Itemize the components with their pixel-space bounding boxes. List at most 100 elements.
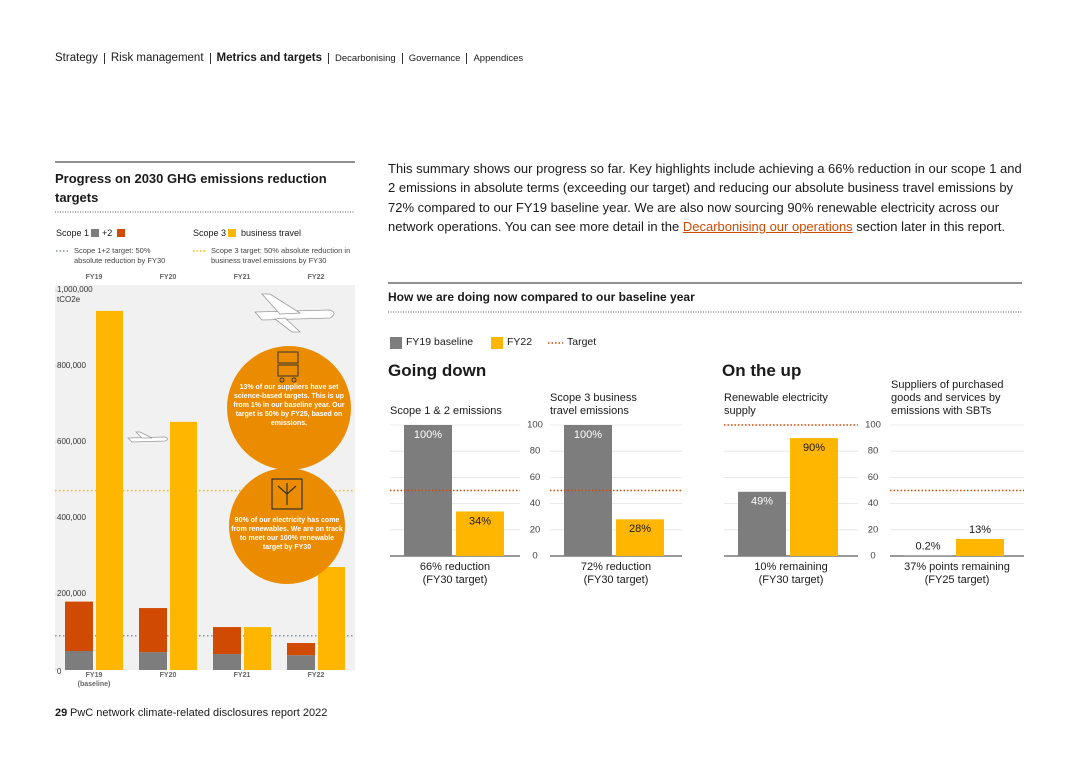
chart-caption: 37% points remaining [904, 561, 1010, 573]
y-tick-label: 600,000 [57, 437, 86, 446]
bar-segment [96, 310, 123, 670]
y-tick-label: 80 [530, 446, 541, 457]
nav-item: Appendices [466, 53, 529, 64]
x-tick-label: FY19 [86, 274, 103, 281]
section-title: How we are doing now compared to our bas… [388, 290, 695, 304]
bar-segment [287, 643, 315, 656]
chart-caption: (FY30 target) [583, 574, 649, 586]
x-tick-label: FY22 [308, 274, 325, 281]
y-tick-label: 0 [532, 551, 537, 562]
nav-item: Decarbonising [327, 53, 402, 64]
bar-segment [139, 608, 167, 653]
bar [790, 438, 838, 556]
chart-title: Scope 3 business travel emissions [550, 392, 637, 417]
annotation-bubble [229, 468, 345, 584]
breadcrumb-nav: Strategy Risk management Metrics and targe… [55, 52, 529, 64]
legend-target-label: Scope 1+2 target: 50% absolute reduction… [74, 246, 166, 265]
y-tick-label: 20 [530, 524, 541, 535]
legend-label: Scope 1 [56, 228, 90, 238]
group-title: Going down [388, 361, 487, 380]
bar [956, 538, 1004, 556]
x-tick-label: FY22 [307, 672, 325, 679]
nav-item: Governance [401, 53, 467, 64]
legend-target-label: Scope 3 target: 50% absolute reduction i… [211, 246, 351, 265]
legend-group-label: Scope 3 [193, 228, 227, 238]
bar [616, 519, 664, 556]
y-tick-label: 400,000 [57, 513, 86, 522]
x-tick-label: FY20 [160, 274, 177, 281]
nav-item: Strategy [55, 52, 98, 64]
value-label: 13% [969, 524, 991, 536]
section-link[interactable]: Decarbonising our operations [682, 218, 853, 234]
chart-title: Renewable electricity supply [724, 392, 828, 417]
value-label: 0.2% [915, 541, 940, 553]
legend-label: FY22 [507, 336, 533, 348]
bar-segment [318, 567, 345, 670]
icon [271, 478, 303, 510]
x-tick-label: FY21 [233, 672, 251, 679]
page-number: 29 [55, 707, 68, 719]
footer-text: PwC network climate-related disclosures … [70, 707, 328, 719]
bar-segment [65, 601, 93, 651]
bar-segment [170, 421, 197, 670]
legend-label: FY19 baseline [406, 336, 474, 348]
x-tick-label: FY20 [159, 672, 177, 679]
legend-label: Target [567, 336, 597, 348]
nav-item: Metrics and targets [209, 52, 328, 64]
y-tick-label: 40 [868, 498, 879, 509]
y-unit: tCO2e [57, 295, 81, 304]
plane-icon [127, 431, 168, 443]
y-tick-label: 100 [527, 420, 543, 431]
legend-swatch [228, 229, 236, 237]
icon [277, 483, 297, 505]
y-tick-label: 20 [868, 524, 879, 535]
chart-caption: 10% remaining [754, 561, 828, 573]
y-tick-label: 200,000 [57, 589, 86, 598]
y-tick-label: 100 [865, 420, 881, 431]
value-label: 49% [751, 496, 773, 508]
bar-segment [244, 627, 271, 670]
icon [291, 377, 297, 383]
bar-segment [287, 655, 315, 670]
summary-text: section later in this report. [852, 218, 1006, 234]
legend-label: business travel [241, 228, 302, 238]
y-tick-label: 40 [530, 498, 541, 509]
bar-segment [139, 652, 167, 670]
chart-caption: (FY25 target) [924, 574, 990, 586]
bar [456, 511, 504, 556]
plane-icon [254, 293, 335, 333]
chart-title: Suppliers of purchased goods and service… [891, 379, 1004, 417]
annotation-text: 13% of our suppliers have set science-ba… [233, 384, 345, 427]
y-tick-label: 800,000 [57, 361, 86, 370]
nav-item: Risk management [103, 52, 210, 64]
chart-caption: 66% reduction [419, 561, 491, 573]
y-tick-label: 60 [868, 472, 879, 483]
legend-swatch [91, 229, 99, 237]
icon [277, 364, 299, 377]
y-tick-label: 0 [870, 551, 875, 562]
chart-caption: (FY30 target) [422, 574, 488, 586]
value-label: 100% [574, 429, 602, 441]
value-label: 100% [414, 429, 442, 441]
legend-swatch [117, 229, 125, 237]
summary-paragraph: This summary shows our progress so far. … [388, 159, 1028, 236]
icon [277, 351, 299, 364]
y-tick-label: 60 [530, 472, 541, 483]
legend-swatch [491, 337, 503, 349]
chart-title: Progress on 2030 GHG emissions reduction… [55, 171, 327, 205]
icon [279, 377, 285, 383]
y-tick-label: 0 [57, 667, 62, 676]
y-tick-label: 80 [868, 446, 879, 457]
value-label: 28% [629, 523, 651, 535]
group-title: On the up [722, 361, 802, 380]
legend-label: +2 [102, 228, 113, 238]
x-tick-label: FY21 [234, 274, 251, 281]
annotation-text: 90% of our electricity has come from ren… [231, 517, 343, 551]
bar [738, 491, 786, 556]
summary-text: This summary shows our progress so far. … [388, 161, 1022, 234]
value-label: 90% [803, 442, 825, 454]
bar-segment [213, 654, 241, 670]
x-tick-label: FY19 (baseline) [77, 672, 111, 688]
